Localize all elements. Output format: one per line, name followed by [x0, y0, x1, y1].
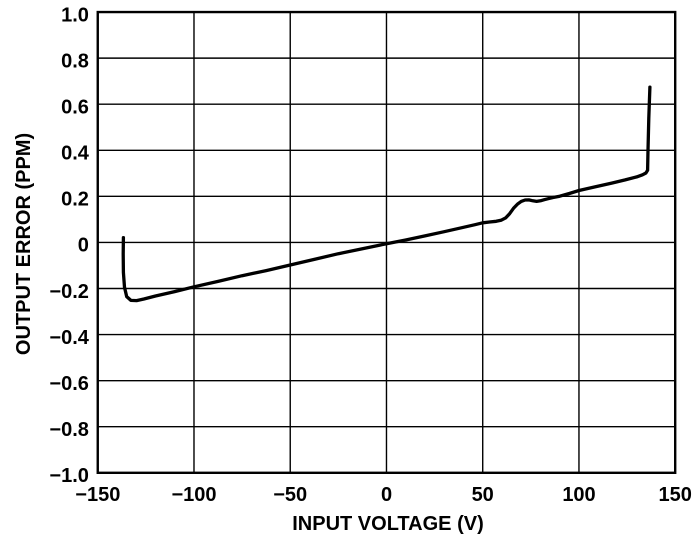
svg-text:−150: −150: [75, 484, 120, 506]
svg-text:−0.8: −0.8: [49, 419, 88, 441]
svg-text:0: 0: [381, 484, 392, 506]
svg-text:−0.6: −0.6: [49, 373, 88, 395]
svg-text:150: 150: [659, 484, 692, 506]
svg-text:−0.4: −0.4: [49, 327, 89, 349]
svg-text:−50: −50: [273, 484, 307, 506]
svg-text:100: 100: [562, 484, 595, 506]
svg-text:0.4: 0.4: [61, 143, 90, 165]
svg-text:0.8: 0.8: [61, 50, 89, 72]
svg-text:0.2: 0.2: [61, 189, 89, 211]
svg-text:0: 0: [78, 235, 89, 257]
svg-text:1.0: 1.0: [61, 4, 89, 26]
svg-text:−0.2: −0.2: [49, 281, 88, 303]
svg-text:−100: −100: [171, 484, 216, 506]
svg-text:0.6: 0.6: [61, 97, 89, 119]
svg-text:50: 50: [472, 484, 494, 506]
svg-text:OUTPUT ERROR (PPM): OUTPUT ERROR (PPM): [13, 133, 35, 355]
svg-text:−1.0: −1.0: [49, 465, 88, 487]
svg-text:INPUT VOLTAGE (V): INPUT VOLTAGE (V): [292, 513, 483, 535]
